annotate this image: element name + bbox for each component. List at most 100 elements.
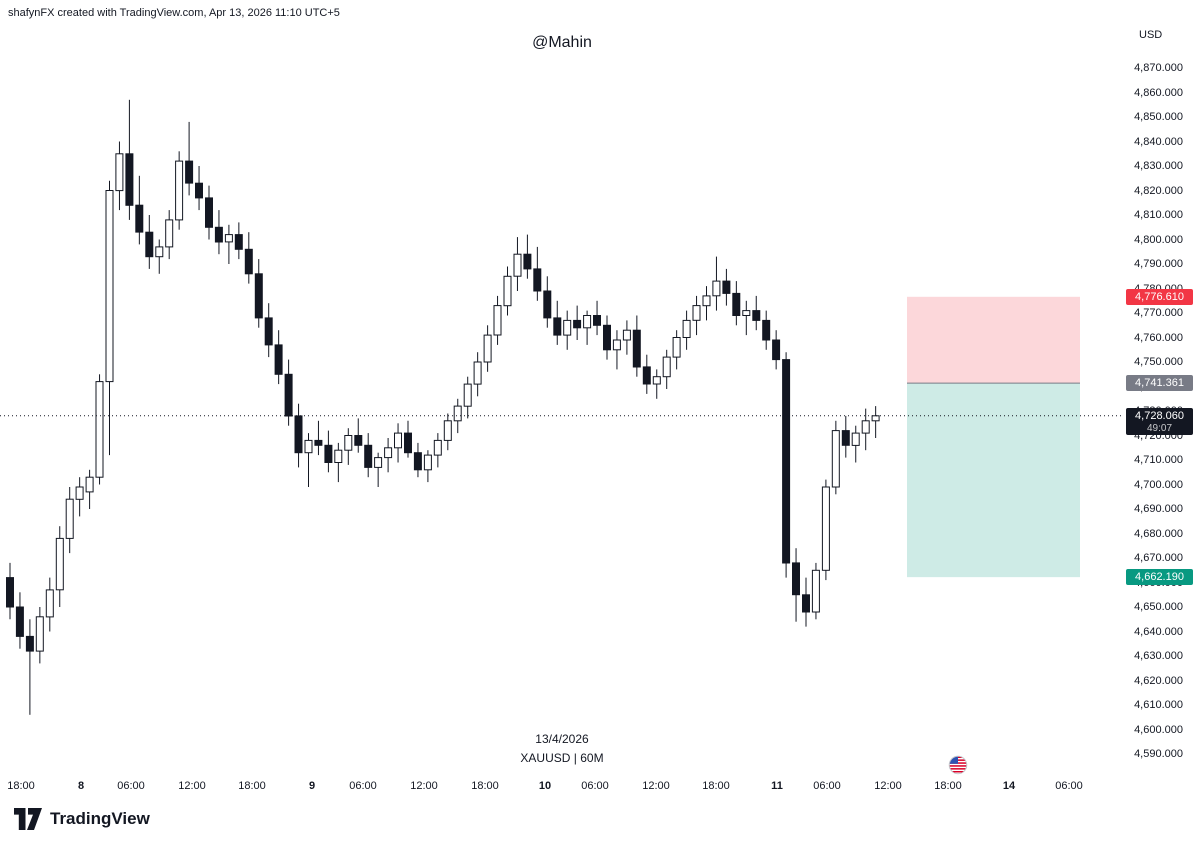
candle-body bbox=[224, 234, 233, 243]
candle-body bbox=[603, 324, 611, 351]
price-tick-label: 4,680.000 bbox=[1134, 528, 1183, 540]
price-tick-label: 4,700.000 bbox=[1134, 479, 1183, 491]
tradingview-logo-text: TradingView bbox=[50, 809, 150, 828]
candle-body bbox=[612, 339, 621, 351]
candlestick-chart[interactable] bbox=[0, 0, 1124, 800]
price-tick-label: 4,600.000 bbox=[1134, 724, 1183, 736]
candle-body bbox=[334, 449, 343, 464]
candle-body bbox=[95, 381, 104, 478]
price-tick-label: 4,610.000 bbox=[1134, 699, 1183, 711]
candle-body bbox=[135, 204, 144, 233]
price-tick-label: 4,820.000 bbox=[1134, 185, 1183, 197]
price-tick-label: 4,850.000 bbox=[1134, 111, 1183, 123]
time-tick-label: 12:00 bbox=[410, 780, 438, 792]
tradingview-logo-mark bbox=[14, 808, 42, 830]
candle-body bbox=[563, 319, 572, 336]
candle-body bbox=[344, 435, 353, 451]
candle-body bbox=[433, 439, 442, 456]
price-tick-label: 4,860.000 bbox=[1134, 87, 1183, 99]
candle-body bbox=[682, 319, 691, 338]
time-tick-label: 06:00 bbox=[1055, 780, 1083, 792]
time-tick-label: 18:00 bbox=[702, 780, 730, 792]
price-tick-label: 4,650.000 bbox=[1134, 601, 1183, 613]
candle-body bbox=[513, 253, 522, 277]
candle-body bbox=[811, 569, 820, 613]
candle-body bbox=[702, 295, 711, 307]
candle-body bbox=[6, 577, 14, 608]
candle-body bbox=[782, 359, 791, 564]
candle-body bbox=[354, 435, 363, 446]
candle-body bbox=[841, 430, 850, 446]
time-tick-day-label: 9 bbox=[308, 780, 316, 792]
candle-body bbox=[742, 310, 751, 317]
candle-body bbox=[165, 219, 174, 248]
price-tick-label: 4,710.000 bbox=[1134, 454, 1183, 466]
time-tick-label: 18:00 bbox=[238, 780, 266, 792]
candle-body bbox=[662, 356, 671, 378]
position-stop-zone[interactable] bbox=[907, 296, 1080, 384]
price-tick-label: 4,760.000 bbox=[1134, 332, 1183, 344]
price-tick-label: 4,590.000 bbox=[1134, 748, 1183, 760]
price-tick-label: 4,840.000 bbox=[1134, 136, 1183, 148]
candle-body bbox=[254, 273, 263, 319]
candle-body bbox=[672, 337, 681, 358]
tradingview-logo[interactable]: TradingView bbox=[14, 808, 150, 830]
candle-body bbox=[453, 405, 462, 422]
candle-body bbox=[473, 361, 482, 385]
time-tick-label: 06:00 bbox=[349, 780, 377, 792]
time-tick-label: 06:00 bbox=[813, 780, 841, 792]
candle-body bbox=[185, 160, 194, 184]
price-tick-label: 4,810.000 bbox=[1134, 209, 1183, 221]
time-tick-label: 18:00 bbox=[7, 780, 35, 792]
candle-body bbox=[463, 383, 472, 407]
price-tick-label: 4,750.000 bbox=[1134, 356, 1183, 368]
candle-body bbox=[692, 305, 701, 321]
time-tick-day-label: 14 bbox=[1002, 780, 1016, 792]
candle-body bbox=[622, 329, 631, 341]
candle-body bbox=[55, 537, 64, 591]
bar-countdown: 49:07 bbox=[1146, 423, 1173, 434]
candle-body bbox=[423, 454, 432, 471]
price-tick-label: 4,670.000 bbox=[1134, 552, 1183, 564]
candle-body bbox=[573, 319, 582, 329]
candle-body bbox=[642, 366, 651, 385]
candle-body bbox=[652, 376, 661, 385]
last-price-value: 4,728.060 bbox=[1135, 410, 1184, 422]
candle-body bbox=[175, 160, 184, 221]
attribution-text: shafynFX created with TradingView.com, A… bbox=[8, 7, 340, 19]
candle-body bbox=[85, 476, 94, 493]
entry-price-badge: 4,741.361 bbox=[1126, 375, 1193, 391]
time-tick-day-label: 8 bbox=[77, 780, 85, 792]
candle-body bbox=[205, 197, 213, 228]
time-tick-label: 18:00 bbox=[934, 780, 962, 792]
last-price-badge: 4,728.060 49:07 bbox=[1126, 408, 1193, 435]
price-tick-label: 4,770.000 bbox=[1134, 307, 1183, 319]
candle-body bbox=[394, 432, 402, 449]
time-axis[interactable]: 18:00 8 06:00 12:00 18:00 9 06:00 12:00 18:00 10 0… bbox=[0, 780, 1124, 800]
candle-body bbox=[75, 486, 84, 500]
candle-body bbox=[284, 373, 293, 417]
candle-body bbox=[15, 606, 24, 637]
watermark-handle: @Mahin bbox=[532, 34, 592, 51]
candle-body bbox=[762, 319, 771, 341]
candle-body bbox=[294, 415, 303, 454]
candle-body bbox=[583, 315, 592, 329]
candle-body bbox=[65, 498, 74, 539]
candle-body bbox=[304, 439, 313, 454]
candle-body bbox=[25, 635, 34, 652]
price-tick-label: 4,790.000 bbox=[1134, 258, 1183, 270]
take-profit-price-badge: 4,662.190 bbox=[1126, 569, 1193, 585]
candle-body bbox=[45, 589, 54, 618]
price-axis[interactable]: USD 4,776.610 4,741.361 4,728.060 49:07 … bbox=[1124, 0, 1199, 800]
candle-body bbox=[244, 248, 253, 275]
candle-body bbox=[752, 310, 761, 321]
us-flag-icon[interactable] bbox=[948, 755, 968, 775]
position-profit-zone[interactable] bbox=[907, 383, 1080, 578]
candle-body bbox=[802, 594, 810, 613]
price-tick-label: 4,800.000 bbox=[1134, 234, 1183, 246]
candle-body bbox=[115, 153, 124, 192]
candle-body bbox=[105, 190, 114, 383]
time-tick-label: 12:00 bbox=[642, 780, 670, 792]
candle-body bbox=[772, 339, 781, 361]
candle-body bbox=[443, 420, 452, 441]
